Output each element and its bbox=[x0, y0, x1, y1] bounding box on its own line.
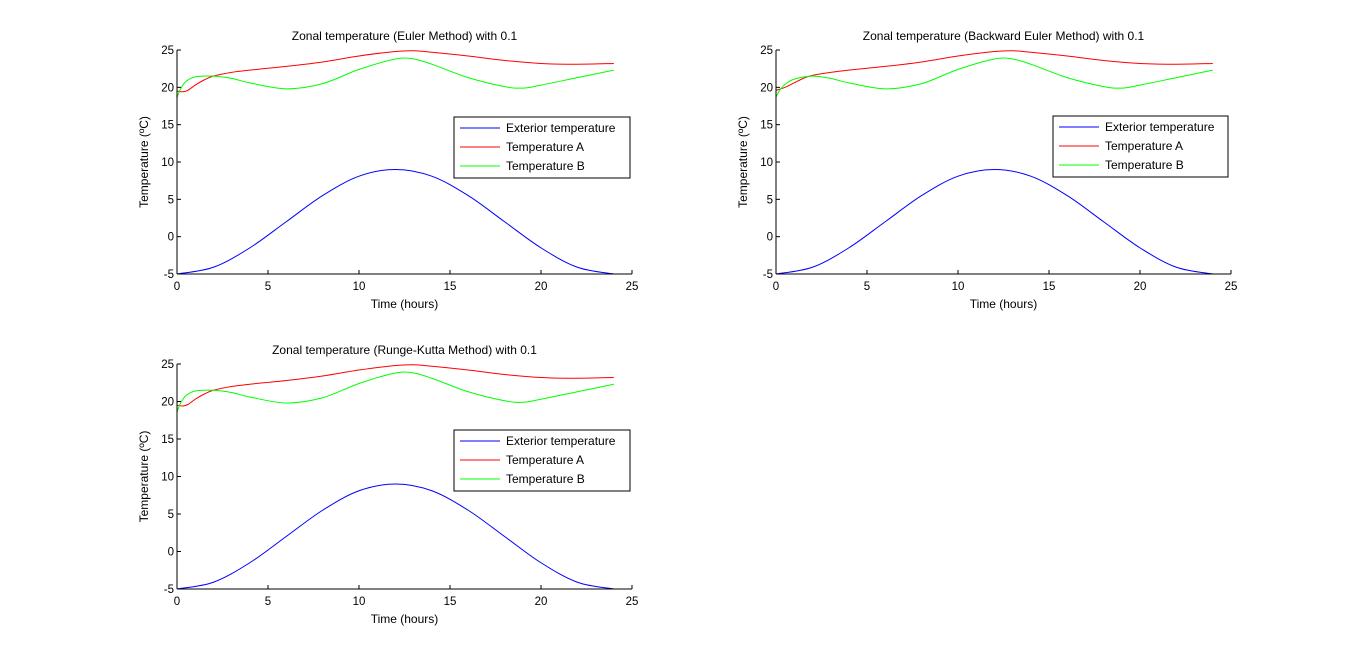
series-line-1 bbox=[177, 168, 614, 274]
series-line-1 bbox=[776, 168, 1213, 274]
x-tick-label: 0 bbox=[174, 281, 180, 293]
y-tick-label: 0 bbox=[767, 232, 773, 244]
x-tick-label: 5 bbox=[265, 596, 271, 608]
y-tick-label: 20 bbox=[760, 82, 773, 94]
x-tick-label: 20 bbox=[1134, 281, 1147, 293]
series-line-1 bbox=[177, 483, 614, 589]
legend: Exterior temperature Temperature A Tempera… bbox=[1052, 115, 1229, 178]
x-tick-label: 10 bbox=[952, 281, 965, 293]
x-tick-label: 15 bbox=[444, 596, 457, 608]
legend-label: Temperature A bbox=[506, 453, 584, 467]
y-tick-label: 10 bbox=[760, 157, 773, 169]
x-tick-label: 10 bbox=[353, 596, 366, 608]
legend-label: Temperature B bbox=[1105, 158, 1184, 172]
y-tick-label: 10 bbox=[161, 472, 174, 484]
y-tick-label: 15 bbox=[161, 120, 174, 132]
series-line-2 bbox=[776, 50, 1213, 91]
y-axis-label: Temperature (ºC) bbox=[137, 116, 151, 208]
x-tick-label: 25 bbox=[626, 281, 639, 293]
series-line-2 bbox=[177, 50, 614, 93]
y-tick-label: 0 bbox=[168, 232, 174, 244]
y-axis-label: Temperature (ºC) bbox=[736, 116, 750, 208]
y-tick-label: 20 bbox=[161, 397, 174, 409]
y-tick-label: 25 bbox=[161, 45, 174, 57]
x-tick-label: 15 bbox=[444, 281, 457, 293]
y-tick-label: -5 bbox=[763, 269, 773, 281]
legend-label: Temperature A bbox=[506, 140, 584, 154]
series-line-2 bbox=[177, 364, 614, 407]
x-tick-label: 5 bbox=[265, 281, 271, 293]
y-tick-label: 5 bbox=[767, 194, 773, 206]
y-tick-label: 25 bbox=[760, 45, 773, 57]
legend: Exterior temperature Temperature A Tempera… bbox=[453, 116, 631, 179]
x-tick-label: 5 bbox=[864, 281, 870, 293]
chart-title: Zonal temperature (Euler Method) with 0.… bbox=[292, 29, 518, 43]
y-tick-label: 15 bbox=[161, 434, 174, 446]
y-tick-label: 0 bbox=[168, 547, 174, 559]
y-tick-label: 25 bbox=[161, 359, 174, 371]
y-tick-label: -5 bbox=[164, 584, 174, 596]
y-tick-label: 15 bbox=[760, 120, 773, 132]
series-line-3 bbox=[177, 57, 614, 98]
x-tick-label: 20 bbox=[535, 281, 548, 293]
y-axis-label: Temperature (ºC) bbox=[137, 431, 151, 523]
x-tick-label: 10 bbox=[353, 281, 366, 293]
series-line-3 bbox=[776, 57, 1213, 98]
x-tick-label: 25 bbox=[626, 596, 639, 608]
y-tick-label: 5 bbox=[168, 194, 174, 206]
x-tick-label: 0 bbox=[773, 281, 779, 293]
x-tick-label: 0 bbox=[174, 596, 180, 608]
x-axis-label: Time (hours) bbox=[970, 297, 1038, 311]
chart-title: Zonal temperature (Backward Euler Method… bbox=[863, 29, 1145, 43]
x-tick-label: 20 bbox=[535, 596, 548, 608]
x-axis-label: Time (hours) bbox=[371, 297, 439, 311]
legend-label: Exterior temperature bbox=[1105, 120, 1215, 134]
chart-title: Zonal temperature (Runge-Kutta Method) w… bbox=[272, 343, 537, 357]
series-line-3 bbox=[177, 371, 614, 413]
legend-label: Exterior temperature bbox=[506, 121, 616, 135]
legend-label: Temperature B bbox=[506, 159, 585, 173]
legend: Exterior temperature Temperature A Tempera… bbox=[453, 429, 631, 492]
y-tick-label: -5 bbox=[164, 269, 174, 281]
legend-label: Temperature B bbox=[506, 472, 585, 486]
y-tick-label: 20 bbox=[161, 82, 174, 94]
y-tick-label: 5 bbox=[168, 509, 174, 521]
legend-label: Exterior temperature bbox=[506, 434, 616, 448]
legend-label: Temperature A bbox=[1105, 139, 1183, 153]
x-axis-label: Time (hours) bbox=[371, 612, 439, 626]
x-tick-label: 25 bbox=[1225, 281, 1238, 293]
y-tick-label: 10 bbox=[161, 157, 174, 169]
x-tick-label: 15 bbox=[1043, 281, 1056, 293]
